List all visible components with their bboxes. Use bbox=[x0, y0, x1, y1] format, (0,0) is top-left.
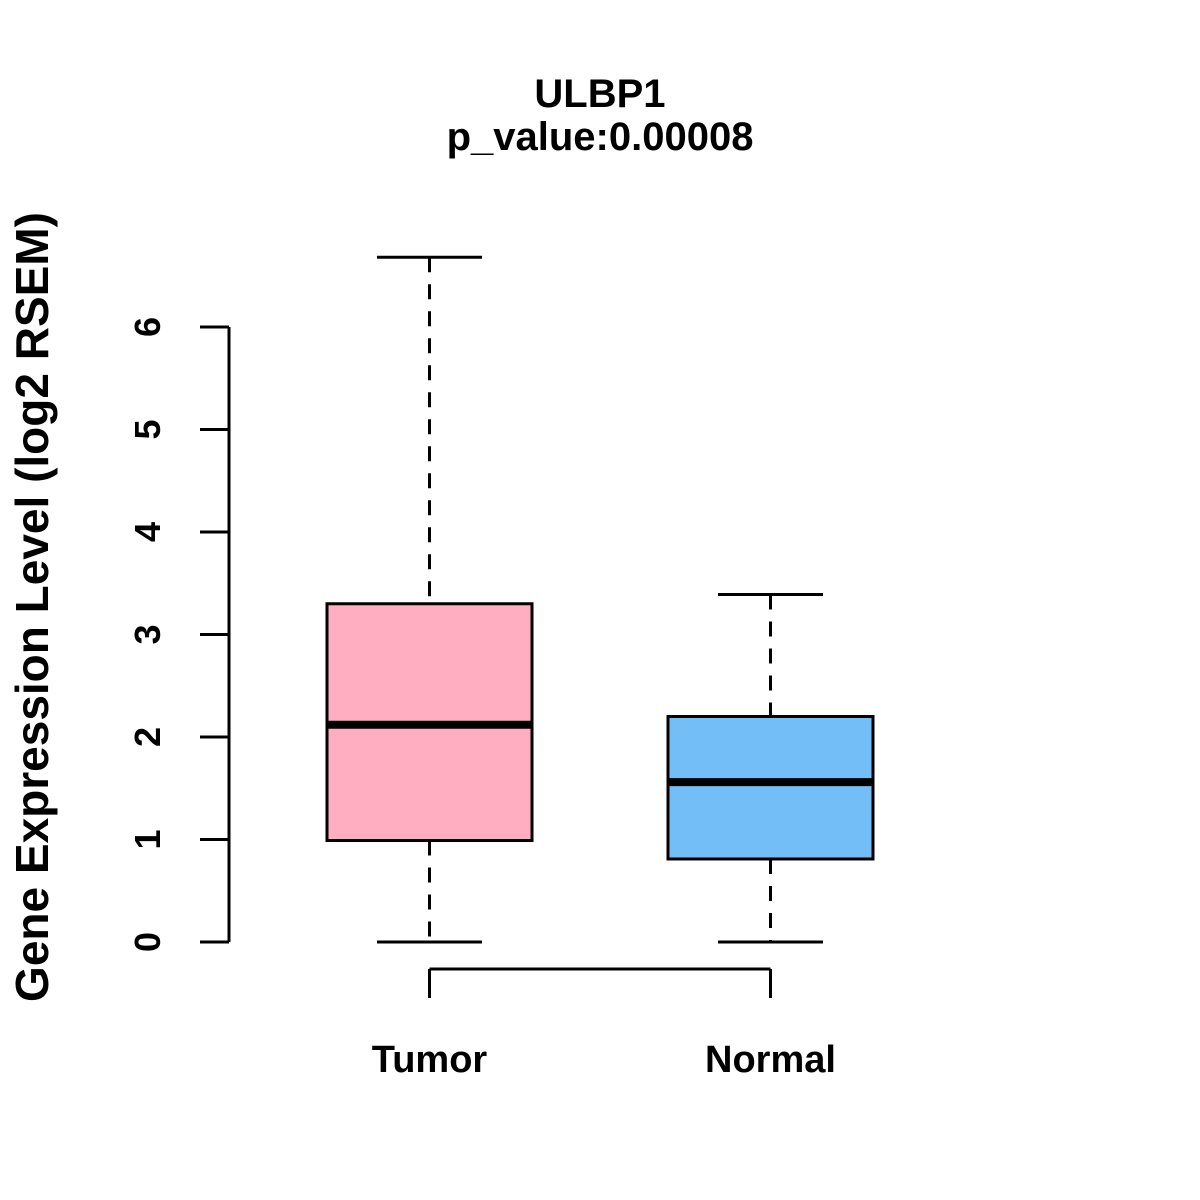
y-axis-tick-label: 6 bbox=[127, 317, 168, 337]
category-label-normal: Normal bbox=[705, 1039, 836, 1081]
y-axis-tick-label: 5 bbox=[127, 419, 168, 439]
y-axis-label: Gene Expression Level (log2 RSEM) bbox=[6, 212, 58, 1002]
y-axis-tick-label: 2 bbox=[127, 727, 168, 747]
normal-box bbox=[666, 715, 875, 861]
y-axis-tick-label: 4 bbox=[127, 522, 168, 542]
chart-subtitle: p_value:0.00008 bbox=[447, 115, 754, 159]
plot-area: 0 1 2 3 4 5 6 Tumor Normal bbox=[127, 255, 875, 1081]
category-label-tumor: Tumor bbox=[372, 1039, 488, 1081]
chart-title: ULBP1 bbox=[534, 72, 665, 116]
y-axis-tick-label: 1 bbox=[127, 829, 168, 849]
y-axis-tick-label: 0 bbox=[127, 932, 168, 952]
y-axis-tick-label: 3 bbox=[127, 624, 168, 644]
